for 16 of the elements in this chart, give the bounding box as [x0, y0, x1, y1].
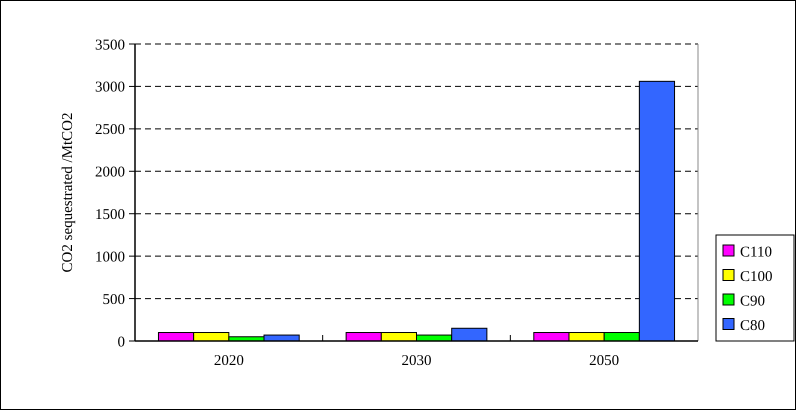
legend-label: C100	[740, 268, 773, 285]
y-tick-label: 2500	[95, 122, 125, 138]
y-tick-label: 3000	[95, 80, 125, 96]
y-tick-label: 0	[118, 334, 125, 350]
legend-label: C90	[740, 293, 766, 310]
y-tick-label: 3500	[95, 37, 125, 54]
y-tick-label: 1000	[95, 249, 125, 266]
y-tick-label: 1500	[95, 206, 125, 223]
y-axis-title: CO2 sequestrated /MtCO2	[60, 112, 76, 272]
y-tick-label: 2000	[95, 164, 125, 181]
y-tick-label: 500	[102, 292, 125, 308]
x-tick-label: 2050	[589, 353, 620, 369]
legend-label: C80	[740, 318, 766, 334]
x-tick-label: 2030	[402, 353, 432, 369]
x-tick-label: 2020	[214, 353, 244, 369]
legend-label: C110	[740, 244, 772, 260]
